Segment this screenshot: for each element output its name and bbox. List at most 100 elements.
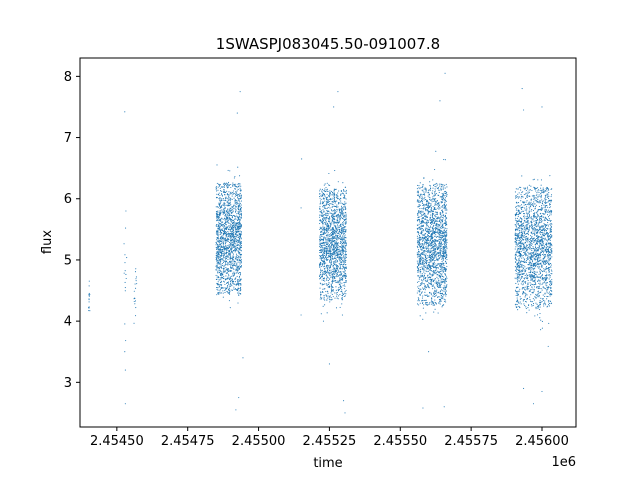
data-point xyxy=(334,253,336,255)
data-point xyxy=(321,242,323,244)
data-point xyxy=(328,265,330,267)
data-point xyxy=(423,237,426,239)
data-point xyxy=(220,209,222,211)
data-point xyxy=(134,315,137,317)
data-point xyxy=(321,228,323,231)
data-point xyxy=(216,288,218,291)
data-point xyxy=(219,244,221,246)
data-point xyxy=(223,212,225,214)
data-point xyxy=(335,242,337,244)
data-point xyxy=(422,257,424,259)
data-point xyxy=(338,208,340,210)
data-point xyxy=(221,235,223,237)
data-point xyxy=(325,212,327,214)
data-point xyxy=(323,278,325,280)
data-point xyxy=(225,269,227,271)
data-point xyxy=(327,266,329,268)
data-point xyxy=(319,190,321,192)
data-point xyxy=(337,242,339,244)
data-point xyxy=(439,265,441,267)
data-point xyxy=(325,294,328,296)
data-point xyxy=(343,261,345,263)
data-point xyxy=(427,250,429,252)
data-point xyxy=(328,184,330,186)
data-point xyxy=(434,299,436,301)
data-point xyxy=(334,225,336,227)
data-point xyxy=(321,221,323,223)
data-point xyxy=(230,284,232,286)
data-point xyxy=(221,246,223,249)
data-point xyxy=(221,255,223,257)
data-point xyxy=(339,223,342,225)
data-point xyxy=(340,213,342,215)
data-point xyxy=(227,208,229,210)
data-point xyxy=(337,227,339,229)
data-point xyxy=(329,200,331,203)
data-point xyxy=(334,260,336,262)
data-point xyxy=(338,226,340,228)
data-point xyxy=(433,273,435,275)
data-point xyxy=(234,195,236,197)
data-point xyxy=(323,262,325,264)
data-point xyxy=(342,226,344,228)
data-point xyxy=(445,212,447,214)
data-point xyxy=(321,291,323,293)
data-point xyxy=(218,198,220,200)
data-point xyxy=(328,283,330,286)
data-point xyxy=(444,184,446,186)
data-point xyxy=(428,262,431,264)
data-point xyxy=(439,301,441,303)
data-point xyxy=(341,247,343,250)
data-point xyxy=(446,265,448,267)
data-point xyxy=(336,219,338,221)
data-point xyxy=(428,232,430,234)
data-point xyxy=(420,197,422,199)
data-point xyxy=(339,289,341,291)
data-point xyxy=(331,242,333,244)
data-point xyxy=(436,292,438,294)
data-point xyxy=(419,294,421,296)
data-point xyxy=(325,201,328,203)
data-point xyxy=(231,230,233,232)
data-point xyxy=(341,290,343,292)
data-point xyxy=(341,262,343,264)
data-point xyxy=(417,241,419,243)
data-point xyxy=(217,229,219,231)
data-point xyxy=(217,207,219,209)
data-point xyxy=(327,225,329,227)
data-point xyxy=(339,260,341,262)
data-point xyxy=(437,236,439,238)
data-point xyxy=(240,266,242,268)
data-point xyxy=(339,197,341,199)
data-point xyxy=(342,275,344,277)
data-point xyxy=(238,268,240,271)
data-point xyxy=(425,236,427,238)
data-point xyxy=(430,258,432,260)
data-point xyxy=(221,221,223,223)
data-point xyxy=(322,225,324,227)
data-point xyxy=(320,268,322,270)
data-point xyxy=(124,287,126,289)
data-point xyxy=(337,288,339,291)
data-point xyxy=(434,238,436,240)
data-point xyxy=(239,280,241,282)
data-point xyxy=(427,239,429,241)
data-point xyxy=(434,240,436,242)
data-point xyxy=(124,281,126,284)
data-point xyxy=(232,257,234,260)
data-point xyxy=(330,228,332,230)
data-point xyxy=(326,284,328,286)
data-point xyxy=(338,237,340,239)
data-point xyxy=(442,212,444,214)
data-point xyxy=(333,233,335,235)
data-point xyxy=(345,221,347,223)
data-point xyxy=(424,208,426,210)
data-point xyxy=(341,210,343,212)
data-point xyxy=(321,263,323,265)
data-point xyxy=(436,267,438,269)
data-point xyxy=(425,207,427,209)
data-point xyxy=(228,234,230,237)
data-point xyxy=(218,286,220,288)
data-point xyxy=(439,224,441,226)
data-point xyxy=(133,290,135,292)
